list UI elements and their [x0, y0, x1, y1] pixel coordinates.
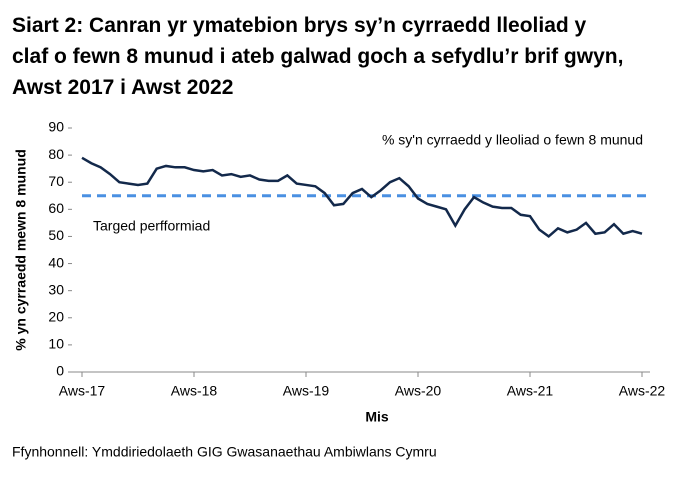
y-axis-title: % yn cyrraedd mewn 8 munud	[13, 149, 29, 351]
x-tick-label: Aws-18	[171, 383, 218, 399]
x-tick-label: Aws-19	[283, 383, 330, 399]
y-tick-label: 20	[48, 308, 64, 324]
y-tick-label: 90	[48, 119, 64, 135]
y-tick-label: 30	[48, 281, 64, 297]
data-line	[81, 156, 643, 239]
x-tick-label: Aws-22	[619, 383, 666, 399]
y-tick-label: 10	[48, 336, 64, 352]
x-tick-label: Aws-20	[395, 383, 442, 399]
source: Ffynhonnell: Ymddiriedolaeth GIG Gwasana…	[12, 444, 437, 460]
y-tick-label: 70	[48, 173, 64, 189]
x-tick-label: Aws-17	[59, 383, 106, 399]
x-axis-title: Mis	[365, 409, 389, 425]
target-label: Targed perfformiad	[93, 218, 210, 234]
y-tick-label: 80	[48, 146, 64, 162]
y-tick-label: 50	[48, 227, 64, 243]
series-label: % sy'n cyrraedd y lleoliad o fewn 8 munu…	[382, 132, 643, 148]
y-tick-label: 40	[48, 254, 64, 270]
y-tick-label: 60	[48, 200, 64, 216]
x-tick-label: Aws-21	[507, 383, 554, 399]
y-tick-label: 0	[56, 363, 64, 379]
chart-title: Siart 2: Canran yr ymatebion brys sy’n c…	[12, 14, 623, 99]
